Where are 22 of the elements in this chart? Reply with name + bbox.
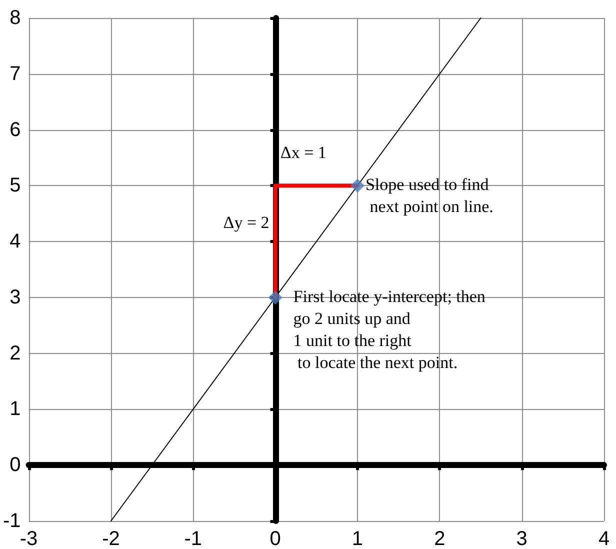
y-tick-label: 8 [10,7,21,29]
y-tick-label: 7 [10,62,21,85]
y-tick-label: 2 [10,342,21,364]
y-tick-label: 6 [10,118,21,141]
x-tick-label: -3 [20,528,38,549]
annotation: First locate y-intercept; then go 2 units up and 1 unit to the right to locate the next point. [293,286,486,372]
x-tick-label: -2 [102,528,120,549]
y-tick-label: 3 [10,286,21,308]
y-tick-label: -1 [2,510,21,532]
x-tick-label: 0 [270,528,281,549]
y-tick-label: 0 [10,454,21,476]
y-tick-label: 5 [10,174,21,197]
y-tick-label: 4 [10,230,21,253]
x-tick-label: -1 [184,528,202,549]
annotation: Δx = 1 [280,143,326,162]
annotation: Slope used to find next point on line. [365,175,494,216]
x-tick-label: 4 [598,528,610,549]
annotation: Δy = 2 [223,213,270,232]
y-tick-label: 1 [10,398,21,420]
x-tick-label: 2 [434,528,446,549]
x-tick-label: 3 [516,528,528,549]
x-tick-label: 1 [352,528,364,549]
